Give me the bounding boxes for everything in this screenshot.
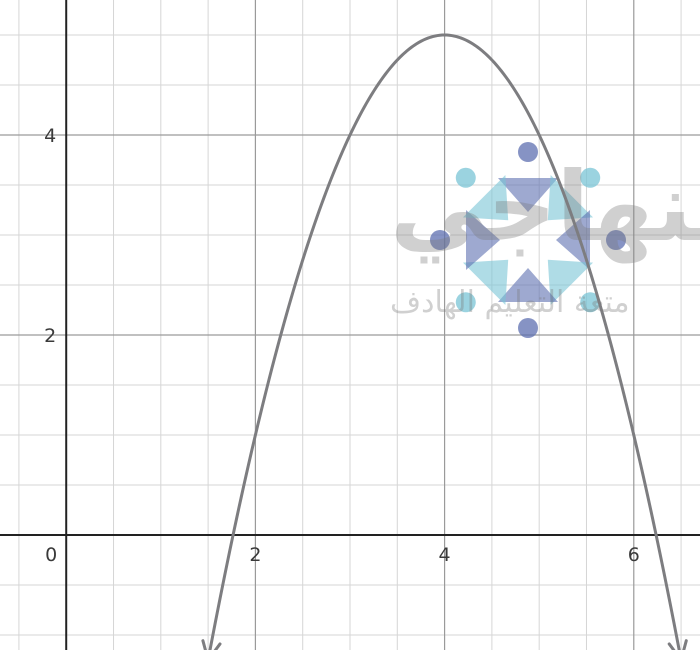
manahiji-watermark: منهاجي متعة التعليم الهادف <box>390 142 700 338</box>
logo-figure-body <box>547 174 594 221</box>
logo-figure-head <box>518 142 538 162</box>
logo-figure-body <box>462 174 509 221</box>
logo-figure-head <box>455 167 476 188</box>
logo-figure-head <box>580 167 601 188</box>
logo-figure-body <box>462 259 509 306</box>
logo-figure-body <box>547 259 594 306</box>
logo-figure-head <box>430 230 450 250</box>
watermark-logo <box>430 142 626 338</box>
logo-figure-head <box>518 318 538 338</box>
logo-figure-body <box>556 210 590 270</box>
x-tick-label: 0 <box>45 544 57 566</box>
curve-layer <box>201 33 688 650</box>
logo-figure-body <box>498 268 558 302</box>
curve-arrowhead <box>201 639 222 650</box>
logo-figure-head <box>455 292 476 313</box>
watermark-sub-text: متعة التعليم الهادف <box>390 285 630 320</box>
logo-figure-head <box>606 230 626 250</box>
curve-arrowhead <box>667 639 688 650</box>
y-tick-label: 2 <box>44 325 56 347</box>
x-tick-label: 4 <box>439 544 451 566</box>
x-tick-label: 6 <box>628 544 640 566</box>
logo-figure-head <box>580 292 601 313</box>
y-tick-label: 4 <box>44 125 56 147</box>
logo-figure-body <box>498 178 558 212</box>
tick-labels: 0 2 4 6 2 4 <box>44 125 640 566</box>
x-tick-label: 2 <box>249 544 261 566</box>
logo-figure-body <box>466 210 500 270</box>
watermark-main-text: منهاجي <box>390 151 700 264</box>
